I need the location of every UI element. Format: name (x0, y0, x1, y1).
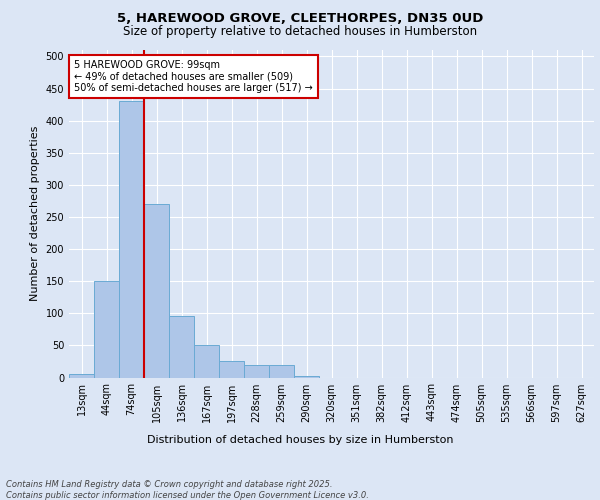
Text: Contains HM Land Registry data © Crown copyright and database right 2025.
Contai: Contains HM Land Registry data © Crown c… (6, 480, 369, 500)
Text: Distribution of detached houses by size in Humberston: Distribution of detached houses by size … (147, 435, 453, 445)
Bar (294, 376, 319, 378)
Bar (219, 362, 244, 378)
Y-axis label: Number of detached properties: Number of detached properties (30, 126, 40, 302)
Bar (269, 364, 294, 378)
Text: Size of property relative to detached houses in Humberston: Size of property relative to detached ho… (123, 25, 477, 38)
Bar (69, 374, 94, 378)
Bar (144, 204, 169, 378)
Bar (194, 346, 219, 378)
Bar (244, 364, 269, 378)
Text: 5 HAREWOOD GROVE: 99sqm
← 49% of detached houses are smaller (509)
50% of semi-d: 5 HAREWOOD GROVE: 99sqm ← 49% of detache… (74, 60, 313, 93)
Text: 5, HAREWOOD GROVE, CLEETHORPES, DN35 0UD: 5, HAREWOOD GROVE, CLEETHORPES, DN35 0UD (117, 12, 483, 26)
Bar (119, 102, 144, 378)
Bar (94, 281, 119, 378)
Bar (169, 316, 194, 378)
